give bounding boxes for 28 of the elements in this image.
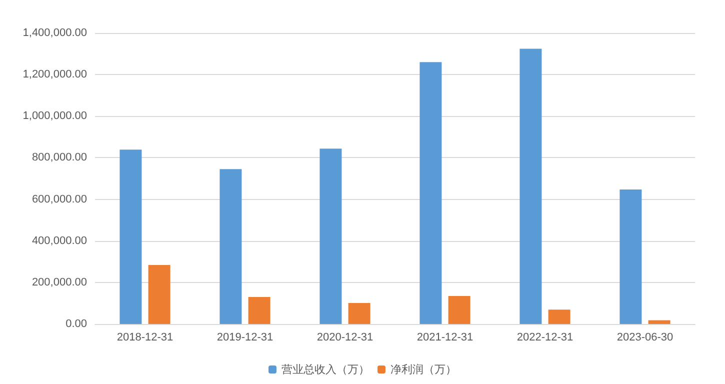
bar xyxy=(448,296,470,324)
bar xyxy=(348,303,370,324)
bar xyxy=(148,264,170,324)
x-tick-label: 2021-12-31 xyxy=(416,332,474,344)
bar xyxy=(648,320,670,324)
bar xyxy=(620,190,642,324)
bar xyxy=(420,62,442,324)
x-tick-label: 2018-12-31 xyxy=(116,332,174,344)
bar xyxy=(220,169,242,324)
legend-label: 营业总收入（万） xyxy=(282,363,370,376)
legend-label: 净利润（万） xyxy=(390,363,456,376)
bar xyxy=(320,148,342,324)
bar xyxy=(248,296,270,324)
y-tick-label: 0.00 xyxy=(66,318,87,330)
y-tick-label: 1,400,000.00 xyxy=(22,27,87,39)
x-tick-label: 2023-06-30 xyxy=(616,332,674,344)
bar xyxy=(120,150,142,324)
y-tick-label: 200,000.00 xyxy=(32,276,87,288)
y-tick-label: 1,000,000.00 xyxy=(22,110,87,122)
bar xyxy=(548,310,570,324)
bar xyxy=(520,48,542,324)
x-tick-label: 2020-12-31 xyxy=(316,332,374,344)
x-tick-label: 2019-12-31 xyxy=(216,332,274,344)
x-tick-label: 2022-12-31 xyxy=(516,332,574,344)
y-tick-label: 600,000.00 xyxy=(32,193,87,206)
y-tick-label: 400,000.00 xyxy=(32,234,87,247)
y-tick-label: 1,200,000.00 xyxy=(22,68,87,81)
y-tick-label: 800,000.00 xyxy=(32,152,87,164)
